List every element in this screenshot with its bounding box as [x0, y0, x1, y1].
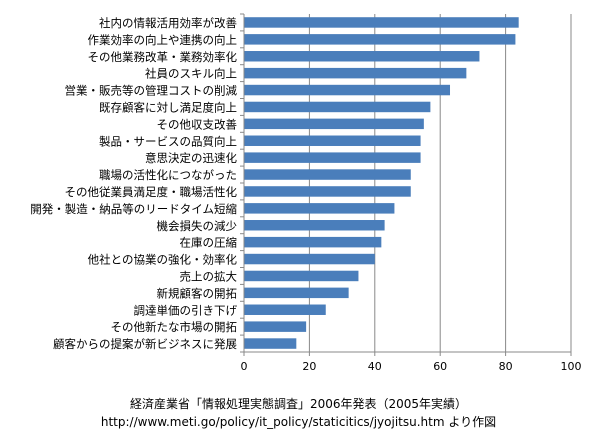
bar	[244, 51, 480, 62]
category-label: 機会損失の減少	[157, 219, 238, 233]
bar	[244, 270, 359, 282]
category-label: 営業・販売等の管理コストの削減	[65, 84, 238, 98]
category-label: その他収支改善	[157, 117, 238, 131]
bar	[244, 84, 451, 96]
bar	[244, 321, 307, 332]
source-citation-line-2: http://www.meti.go/policy/it_policy/stat…	[100, 415, 497, 429]
category-label: 新規顧客の開拓	[157, 286, 238, 300]
x-tick-label: 0	[241, 360, 248, 373]
category-label: 職場の活性化につながった	[99, 168, 237, 182]
category-label: 顧客からの提案が新ビジネスに発展	[53, 337, 237, 351]
category-label: 製品・サービスの品質向上	[99, 134, 237, 148]
source-citation-line-1: 経済産業省「情報処理実態調査」2006年発表（2005年実績）	[129, 397, 468, 411]
category-label: 社内の情報活用効率が改善	[99, 16, 237, 30]
bar	[244, 152, 421, 163]
category-label: その他新たな市場の開拓	[111, 320, 238, 334]
x-tick-label: 20	[302, 360, 316, 373]
bar	[244, 220, 385, 231]
bar	[244, 304, 326, 315]
bar-chart: 0 20 40 60 80 100社内の情報活用効率が改善作業効率の向上や連携の向上その他…	[30, 13, 582, 373]
category-label: 調達単価の引き下げ	[134, 303, 238, 317]
x-tick-label: 60	[433, 360, 447, 373]
x-tick-label: 40	[368, 360, 382, 373]
x-tick-label: 80	[499, 360, 513, 373]
bar	[244, 17, 519, 28]
x-tick-label: 100	[561, 360, 582, 373]
bar	[244, 236, 382, 248]
bar	[244, 34, 516, 45]
bar	[244, 338, 297, 349]
bar	[244, 287, 349, 299]
bar	[244, 203, 395, 214]
bar	[244, 118, 424, 130]
category-label: 他社との協業の強化・効率化	[88, 253, 238, 267]
category-label: 売上の拡大	[180, 269, 238, 283]
category-label: 既存顧客に対し満足度向上	[99, 100, 237, 114]
category-label: 在庫の圧縮	[180, 236, 238, 250]
category-label: その他従業員満足度・職場活性化	[65, 185, 238, 199]
category-label: その他業務改革・業務効率化	[88, 50, 238, 64]
category-label: 社員のスキル向上	[145, 67, 237, 81]
category-label: 開発・製造・納品等のリードタイム短縮	[30, 202, 237, 216]
bar	[244, 253, 375, 265]
category-label: 意思決定の迅速化	[145, 151, 237, 165]
bar	[244, 135, 421, 146]
bar	[244, 101, 431, 113]
bar	[244, 67, 467, 79]
category-label: 作業効率の向上や連携の向上	[88, 33, 238, 47]
bar	[244, 186, 411, 197]
bar	[244, 169, 411, 180]
